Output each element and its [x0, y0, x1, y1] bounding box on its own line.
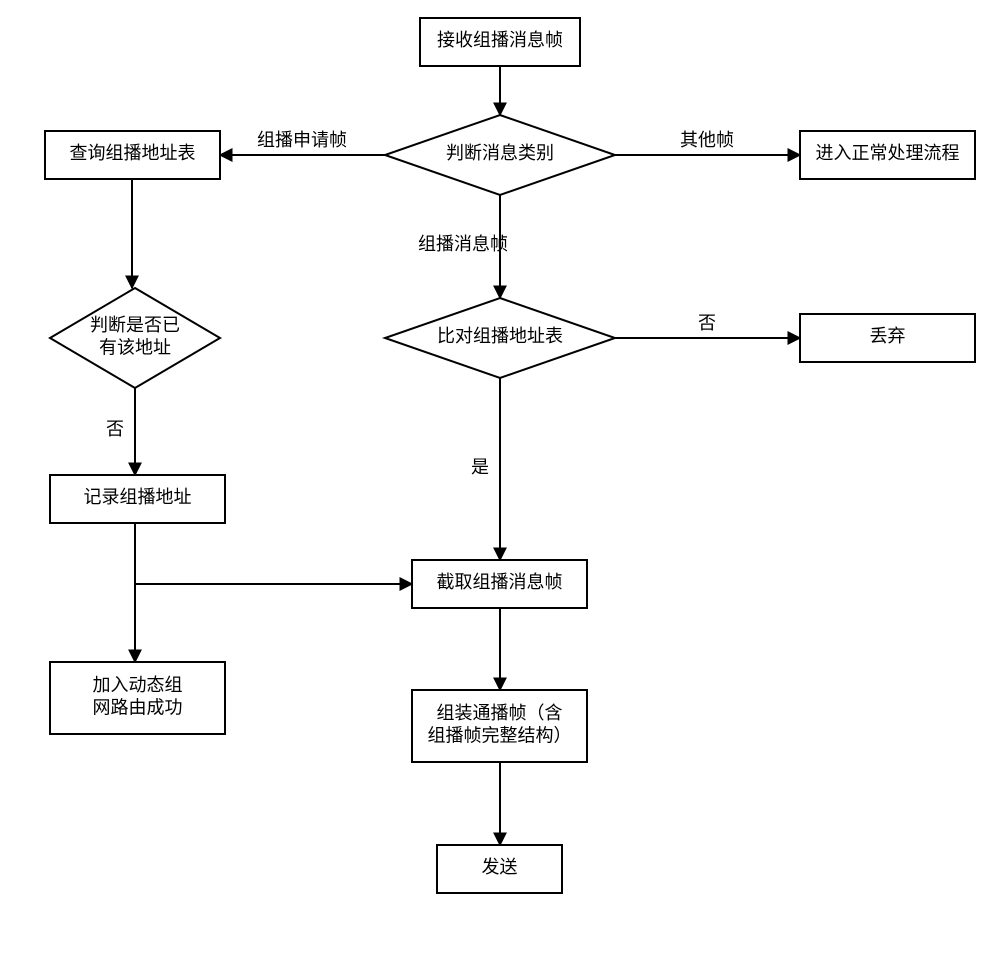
node-n_query: 查询组播地址表 [45, 131, 220, 179]
node-label-n_send-line0: 发送 [482, 857, 518, 877]
node-n_compare: 比对组播地址表 [385, 298, 615, 378]
node-label-n_has_addr-line1: 有该地址 [99, 337, 171, 357]
edge-label-e4: 组播消息帧 [418, 234, 508, 254]
edge-e9 [135, 523, 412, 584]
edge-label-e6: 是 [471, 457, 489, 477]
node-n_receive: 接收组播消息帧 [420, 18, 580, 66]
node-n_send: 发送 [437, 845, 562, 893]
node-n_intercept: 截取组播消息帧 [412, 560, 587, 608]
node-n_assemble: 组装通播帧（含组播帧完整结构） [412, 690, 587, 762]
node-n_normal: 进入正常处理流程 [800, 131, 975, 179]
node-label-n_receive-line0: 接收组播消息帧 [437, 30, 563, 50]
edge-label-e5: 否 [698, 313, 716, 333]
node-n_judge_msg: 判断消息类别 [385, 115, 615, 195]
node-label-n_normal-line0: 进入正常处理流程 [816, 143, 960, 163]
node-n_has_addr: 判断是否已有该地址 [50, 288, 220, 388]
node-label-n_judge_msg-line0: 判断消息类别 [446, 143, 554, 163]
edge-label-e2: 组播申请帧 [257, 130, 347, 150]
node-label-n_query-line0: 查询组播地址表 [70, 143, 196, 163]
node-label-n_assemble-line0: 组装通播帧（含 [437, 703, 563, 723]
node-label-n_discard-line0: 丢弃 [870, 326, 906, 346]
node-n_discard: 丢弃 [800, 314, 975, 362]
node-n_join: 加入动态组网路由成功 [50, 662, 225, 734]
node-label-n_join-line0: 加入动态组 [93, 675, 183, 695]
node-n_record: 记录组播地址 [50, 475, 225, 523]
edge-label-e8: 否 [106, 419, 124, 439]
node-label-n_compare-line0: 比对组播地址表 [437, 326, 563, 346]
node-label-n_assemble-line1: 组播帧完整结构） [428, 725, 572, 745]
node-label-n_has_addr-line0: 判断是否已 [90, 315, 180, 335]
node-label-n_record-line0: 记录组播地址 [84, 487, 192, 507]
flowchart-canvas: 组播申请帧 其他帧组播消息帧否是 否 接收组播消息帧判断消息类别 查询组播地址表 进入正常… [0, 0, 1000, 973]
node-label-n_join-line1: 网路由成功 [93, 697, 183, 717]
edge-label-e3: 其他帧 [680, 130, 734, 150]
node-label-n_intercept-line0: 截取组播消息帧 [437, 572, 563, 592]
